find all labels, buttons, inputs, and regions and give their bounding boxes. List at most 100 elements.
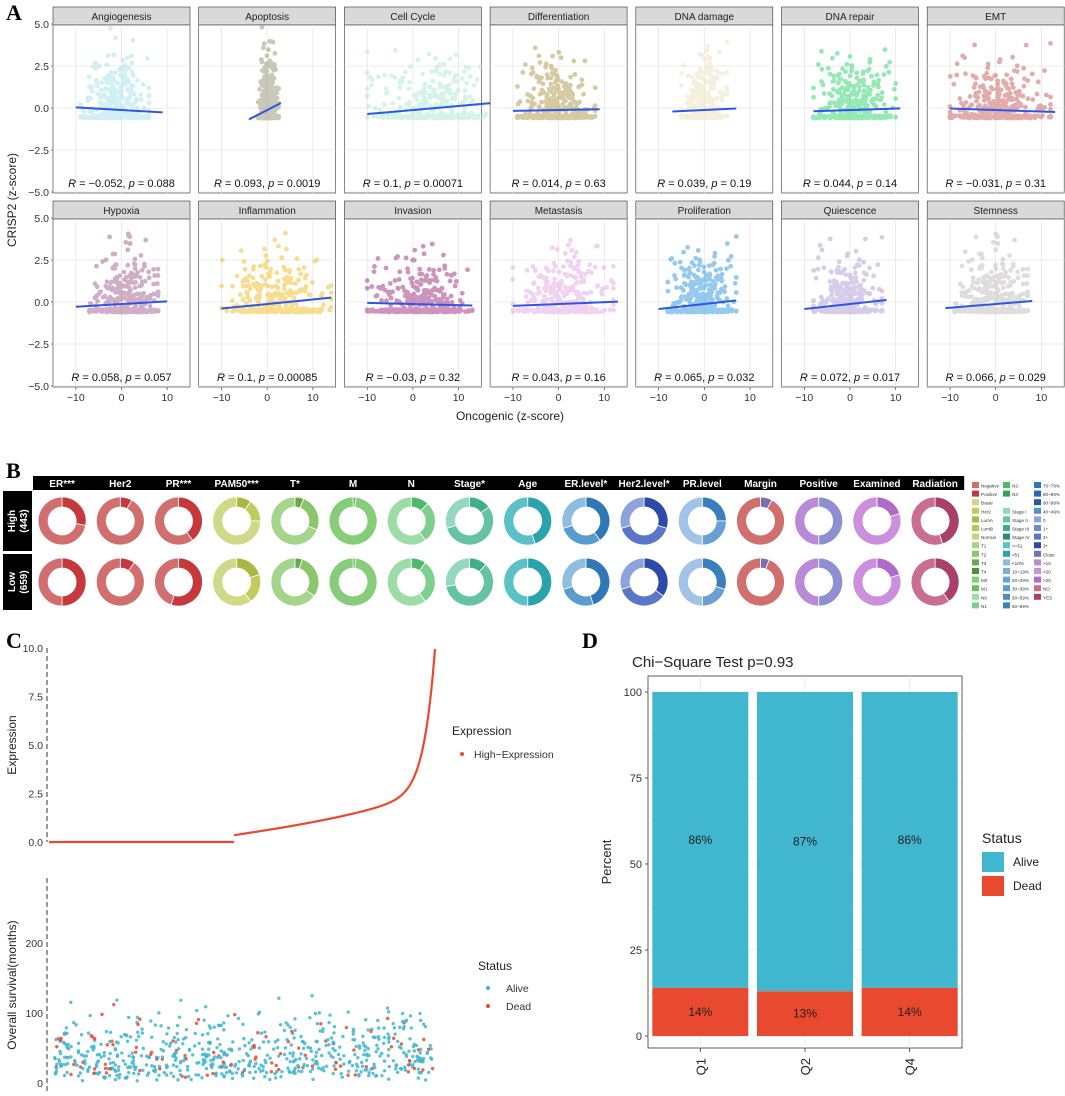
scatter-point — [554, 246, 560, 252]
scatter-point — [395, 285, 401, 291]
scatter-point — [447, 70, 453, 76]
scatter-point — [558, 55, 564, 61]
x-tick-label: 10 — [598, 392, 610, 404]
scatter-point — [127, 234, 133, 240]
scatter-point — [517, 99, 523, 104]
scatter-point — [268, 266, 274, 272]
scatter-point — [154, 281, 160, 287]
scatter-point — [884, 114, 890, 120]
scatter-point — [720, 71, 726, 77]
scatter-point — [706, 98, 711, 104]
scatter-points — [219, 230, 334, 315]
scatter-point — [276, 243, 281, 249]
scatter-point — [143, 237, 149, 243]
x-tick-label: 0 — [701, 392, 707, 404]
scatter-point — [138, 92, 144, 97]
scatter-point — [120, 57, 126, 63]
scatter-point — [155, 273, 161, 278]
scatter-point — [118, 309, 123, 314]
scatter-point — [887, 59, 892, 65]
scatter-point — [146, 113, 152, 119]
scatter-point — [92, 281, 98, 287]
scatter-point — [146, 85, 152, 91]
scatter-point — [724, 296, 730, 301]
scatter-point — [561, 293, 567, 299]
scatter-point — [422, 114, 428, 120]
scatter-point — [714, 95, 720, 101]
scatter-point — [954, 72, 960, 78]
y-tick-label: −2.5 — [28, 145, 49, 157]
scatter-point — [718, 266, 724, 272]
scatter-point — [101, 102, 107, 107]
scatter-point — [266, 76, 272, 81]
y-tick-label: 0.0 — [34, 297, 49, 309]
scatter-point — [676, 299, 682, 305]
scatter-point — [981, 97, 987, 103]
scatter-point — [593, 243, 599, 249]
scatter-point — [246, 273, 252, 279]
scatter-point — [970, 73, 976, 79]
scatter-point — [469, 307, 475, 313]
scatter-point — [424, 273, 430, 278]
scatter-point — [573, 249, 579, 255]
scatter-point — [382, 72, 388, 78]
scatter-point — [545, 75, 551, 81]
scatter-points — [515, 45, 598, 121]
scatter-point — [86, 74, 92, 80]
scatter-point — [1039, 113, 1045, 119]
scatter-point — [847, 53, 853, 59]
scatter-point — [569, 308, 575, 314]
scatter-point — [288, 280, 294, 286]
scatter-points — [255, 24, 282, 121]
scatter-point — [372, 105, 378, 111]
scatter-point — [105, 53, 111, 58]
scatter-point — [712, 250, 718, 256]
scatter-point — [702, 294, 708, 299]
scatter-point — [722, 284, 728, 290]
scatter-point — [576, 259, 582, 264]
scatter-point — [582, 58, 588, 64]
y-tick-label: 5.0 — [34, 19, 49, 31]
scatter-point — [568, 303, 574, 309]
x-tick-label: −10 — [650, 392, 668, 404]
scatter-point — [133, 279, 138, 285]
scatter-point — [559, 278, 564, 284]
scatter-point — [560, 101, 566, 107]
scatter-point — [556, 269, 562, 275]
scatter-point — [467, 74, 473, 79]
scatter-point — [685, 244, 691, 250]
y-tick-label: −5.0 — [28, 381, 49, 393]
scatter-point — [551, 260, 557, 266]
scatter-points — [665, 234, 739, 315]
scatter-points — [679, 40, 730, 121]
scatter-point — [877, 97, 883, 103]
scatter-point — [397, 78, 403, 84]
scatter-point — [678, 285, 684, 291]
scatter-point — [698, 86, 704, 92]
scatter-point — [394, 298, 400, 303]
scatter-point — [588, 289, 594, 295]
x-tick-label: 10 — [453, 392, 465, 404]
scatter-point — [111, 52, 117, 58]
scatter-point — [141, 308, 147, 314]
scatter-point — [400, 284, 406, 290]
scatter-point — [429, 298, 435, 304]
scatter-point — [86, 109, 92, 114]
scatter-point — [707, 60, 712, 66]
scatter-point — [963, 100, 969, 105]
scatter-point — [689, 94, 695, 99]
scatter-point — [255, 287, 261, 293]
scatter-point — [1007, 90, 1013, 96]
scatter-point — [396, 95, 402, 101]
scatter-point — [224, 308, 230, 314]
scatter-point — [985, 90, 991, 95]
scatter-point — [263, 78, 269, 83]
scatter-point — [132, 307, 138, 313]
scatter-point — [847, 73, 853, 79]
scatter-point — [429, 241, 435, 247]
scatter-point — [697, 257, 702, 263]
scatter-point — [856, 84, 862, 90]
scatter-point — [89, 89, 95, 94]
scatter-point — [546, 86, 552, 92]
scatter-point — [717, 290, 723, 296]
